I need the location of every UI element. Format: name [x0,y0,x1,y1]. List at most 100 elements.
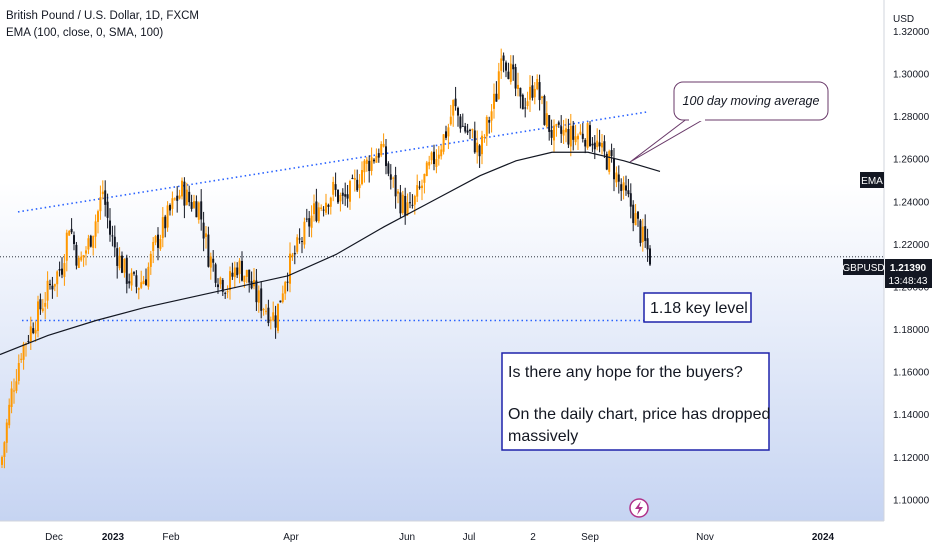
candle-body [449,116,452,125]
candle-body [118,255,121,269]
candle-body [221,279,224,292]
candle-body [591,143,594,146]
candle-body [241,260,243,281]
candle-body [416,185,419,197]
candle-body [466,130,469,133]
candle-body [111,235,114,237]
candle-body [349,181,351,202]
candle-body [579,131,582,135]
candle-body [411,204,414,206]
currency-label[interactable]: USD [893,14,914,25]
candle-body [625,185,627,191]
time-tick-label: Apr [283,532,299,543]
candle-body [577,135,579,140]
candle-body [63,263,66,277]
time-axis[interactable]: Dec 2023 Feb Apr Jun Jul 2 Sep Nov 2024 [45,532,834,543]
candle-body [277,303,279,331]
symbol-title[interactable]: British Pound / U.S. Dollar, 1D, FXCM [6,10,200,22]
candle-body [20,358,23,360]
candle-body [22,343,25,360]
candle-body [543,96,546,125]
candle-body [226,291,229,293]
candle-body [629,193,632,207]
candle-body [145,279,147,286]
candle-body [553,125,555,141]
candle-body [46,280,49,301]
candle-body [341,192,344,196]
key-level-text: 1.18 key level [650,300,748,317]
price-axis[interactable]: 1.32000 1.30000 1.28000 1.26000 1.24000 1.220… [893,27,930,506]
indicator-title[interactable]: EMA (100, close, 0, SMA, 100) [6,27,164,39]
candle-body [617,174,620,182]
candle-body [10,388,13,408]
candle-body [224,292,227,294]
candle-body [380,143,383,156]
last-price-tag[interactable]: 1.21390 13:48:43 [885,259,932,288]
candle-body [281,293,284,302]
candle-body [284,282,287,294]
candle-body [339,195,342,202]
candle-body [502,55,505,61]
candle-body [538,82,541,101]
candle-body [325,202,327,213]
price-tick-label: 1.28000 [893,112,930,123]
candle-body [389,174,392,180]
candle-body [586,123,589,148]
candle-body [507,71,510,80]
candle-body [200,201,203,220]
chart-legend[interactable]: British Pound / U.S. Dollar, 1D, FXCM EM… [6,8,199,42]
price-tick-label: 1.16000 [893,368,930,379]
candle-body [310,215,313,228]
candle-body [39,299,42,310]
candle-body [476,142,479,153]
key-level-box[interactable]: 1.18 key level [643,292,752,323]
candle-body [365,159,368,164]
candle-body [603,141,606,152]
candle-body [166,205,169,228]
candle-body [399,192,402,214]
candle-body [493,93,495,109]
candle-body [483,136,486,138]
candle-body [178,195,181,199]
lightning-icon[interactable] [629,498,649,518]
candle-body [296,237,299,252]
candle-body [89,235,92,247]
question-box[interactable]: Is there any hope for the buyers? On the… [501,352,770,451]
ma-callout[interactable]: 100 day moving average [629,81,829,163]
candle-body [130,272,133,286]
symbol-tag[interactable]: GBPUSD [842,259,885,275]
candle-body [190,202,193,209]
candle-body [500,58,503,71]
candle-body [183,181,186,206]
candle-body [274,315,277,328]
candle-body [255,280,258,303]
last-price-label: 1.21390 [890,263,927,274]
candle-body [509,63,512,82]
candle-body [15,381,18,391]
candle-body [351,177,354,179]
candle-body [334,184,337,190]
candle-body [435,158,438,167]
candle-body [152,241,155,252]
candle-body [433,151,435,165]
candle-body [293,252,296,255]
candle-body [209,256,212,268]
candle-body [80,256,83,261]
candle-body [123,258,126,273]
candle-body [533,88,536,98]
candle-body [437,154,440,159]
candle-body [481,135,483,155]
ema-tag[interactable]: EMA [860,172,884,188]
candle-body [61,268,63,275]
candle-body [44,302,47,307]
candle-body [109,220,111,235]
candle-body [154,236,157,243]
candle-body [65,232,68,261]
candle-body [584,139,587,147]
candle-body [219,277,222,285]
candle-body [173,198,176,200]
candle-body [142,280,145,284]
candle-body [164,216,167,229]
